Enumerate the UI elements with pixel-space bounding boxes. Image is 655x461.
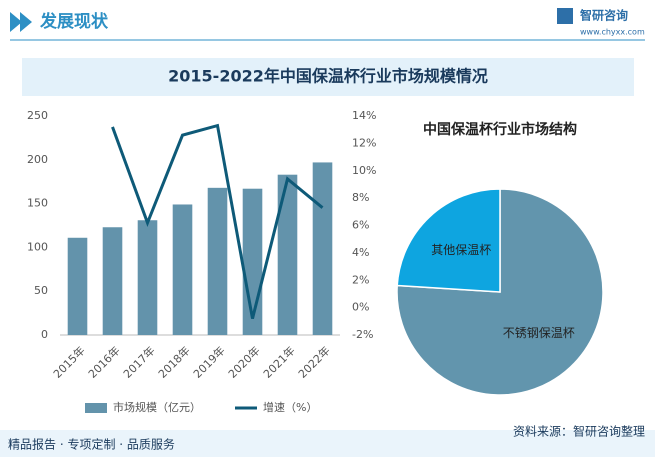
bar (102, 227, 123, 335)
logo-url: www.chyxx.com (580, 28, 645, 37)
y2-tick-label: -2% (352, 328, 373, 341)
y-tick-label: 150 (27, 197, 48, 210)
chart-title: 2015-2022年中国保温杯行业市场规模情况 (168, 67, 488, 86)
bar (137, 220, 158, 335)
logo-icon (557, 8, 573, 24)
bar (67, 237, 88, 335)
source: 资料来源：智研咨询整理 (513, 424, 645, 439)
pie-title: 中国保温杯行业市场结构 (423, 121, 577, 138)
footer-slogan: 精品报告 · 专项定制 · 品质服务 (8, 437, 175, 452)
bar (207, 187, 228, 335)
y2-tick-label: 12% (352, 136, 376, 149)
title-banner (22, 58, 634, 96)
legend-label: 增速（%） (263, 400, 317, 414)
line-series (111, 123, 324, 319)
y-tick-label: 100 (27, 240, 48, 253)
legend-label: 市场规模（亿元） (113, 400, 201, 414)
y2-tick-label: 8% (352, 191, 369, 204)
legend-swatch (85, 403, 107, 413)
y2-tick-label: 2% (352, 273, 369, 286)
pie-slice (396, 188, 604, 396)
y-tick-label: 200 (27, 153, 48, 166)
slice-label: 不锈钢保温杯 (503, 326, 575, 340)
logo-text: 智研咨询 (579, 8, 628, 23)
slice-label: 其他保温杯 (431, 243, 491, 257)
y2-tick-label: 10% (352, 164, 376, 177)
bar (277, 174, 298, 335)
pie-slice (396, 188, 501, 293)
bar (312, 162, 333, 335)
y2-tick-label: 6% (352, 219, 369, 232)
footer-bar (0, 430, 655, 457)
header-title: 发展现状 (39, 11, 109, 32)
y-tick-label: 0 (41, 328, 48, 341)
y2-tick-label: 0% (352, 301, 369, 314)
y2-tick-label: 14% (352, 109, 376, 122)
y2-tick-label: 4% (352, 246, 369, 259)
y-tick-label: 50 (34, 284, 48, 297)
bar (172, 204, 193, 335)
y-tick-label: 250 (27, 109, 48, 122)
header-icon (10, 12, 32, 32)
